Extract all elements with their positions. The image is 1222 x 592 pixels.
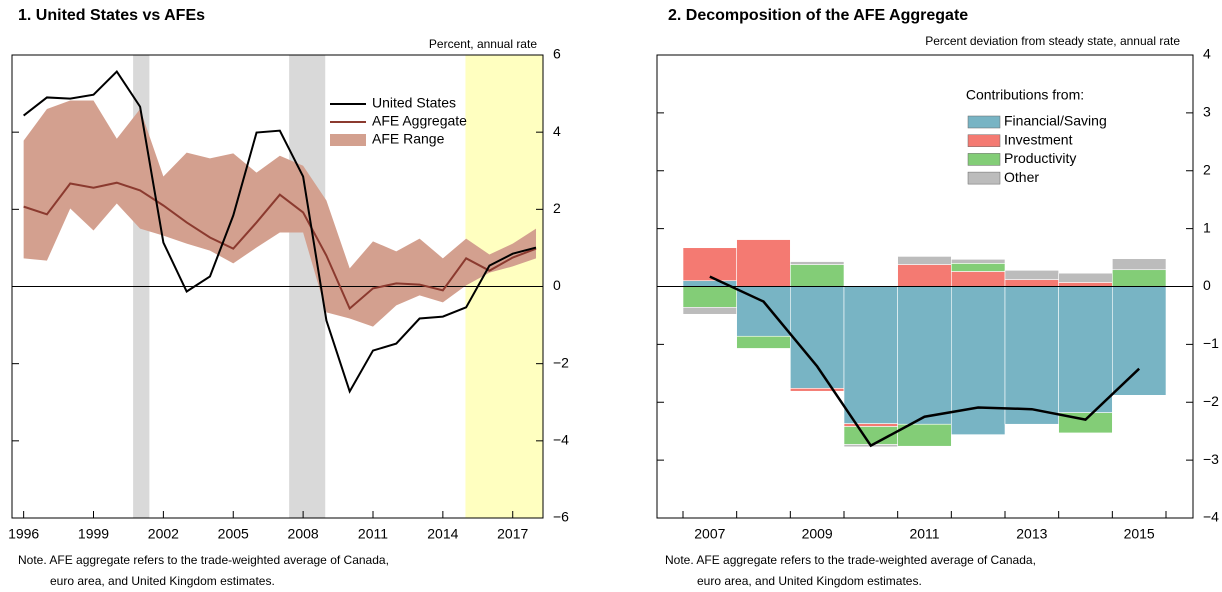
legend-label: Productivity [1004, 150, 1076, 166]
note: Note. AFE aggregate refers to the trade-… [665, 553, 1036, 567]
bar-segment [897, 256, 952, 265]
bar-segment [897, 286, 952, 425]
bar-segment [951, 263, 1006, 272]
chart-us-vs-afe: 1. United States vs AFEs Percent, annual… [8, 7, 569, 588]
bar-segment [736, 239, 791, 287]
legend-swatch [967, 153, 1001, 166]
bar-segment [1004, 279, 1059, 287]
note: Note. AFE aggregate refers to the trade-… [18, 553, 389, 567]
y-tick-label: −2 [1203, 393, 1219, 409]
bar-segment [897, 423, 952, 447]
bar-segment [1058, 272, 1113, 283]
series-line [23, 181, 537, 311]
bar-segment [682, 286, 737, 308]
bar-segment [1058, 286, 1113, 413]
y-tick-label: 4 [553, 123, 561, 139]
x-tick-label: 2008 [288, 526, 319, 542]
x-tick-label: 2013 [1016, 526, 1047, 542]
note: euro area, and United Kingdom estimates. [50, 574, 275, 588]
y-tick-label: 0 [553, 277, 561, 293]
x-tick-label: 2007 [694, 526, 725, 542]
y-tick-label: −1 [1203, 335, 1219, 351]
series-line [23, 70, 537, 394]
y-tick-label: −6 [553, 509, 569, 525]
legend-label: Financial/Saving [1004, 113, 1107, 129]
note: euro area, and United Kingdom estimates. [697, 574, 922, 588]
bar-segment [736, 286, 791, 337]
bar-segment [1058, 282, 1113, 287]
bar-segment [790, 286, 845, 389]
bar-segment [843, 423, 898, 427]
legend-swatch [967, 115, 1001, 129]
legend-label: United States [372, 95, 456, 111]
bar-segment [843, 286, 898, 424]
axis-label: Percent, annual rate [429, 37, 537, 51]
bar-segment [682, 307, 737, 315]
x-tick-label: 2014 [427, 526, 458, 542]
y-tick-label: 0 [1203, 277, 1211, 293]
x-tick-label: 2015 [1124, 526, 1155, 542]
chart-title: 2. Decomposition of the AFE Aggregate [668, 7, 968, 24]
x-tick-label: 2009 [802, 526, 833, 542]
legend-label: AFE Range [372, 131, 445, 147]
y-tick-label: 1 [1203, 219, 1211, 235]
bar-segment [790, 264, 845, 287]
bar-segment [790, 388, 845, 392]
y-tick-label: 2 [553, 200, 561, 216]
y-tick-label: 4 [1203, 46, 1211, 62]
x-tick-label: 2011 [358, 526, 388, 542]
y-tick-label: 6 [553, 46, 561, 62]
chart-decomposition: 2. Decomposition of the AFE Aggregate Pe… [656, 7, 1219, 588]
x-tick-label: 2005 [218, 526, 249, 542]
bar-segment [951, 258, 1006, 264]
y-tick-label: 2 [1203, 161, 1211, 177]
legend-label: Other [1004, 169, 1039, 185]
legend-swatch [967, 171, 1001, 185]
x-tick-label: 1996 [8, 526, 39, 542]
bar-segment [1112, 286, 1167, 396]
x-tick-label: 2011 [909, 526, 939, 542]
legend-swatch [967, 134, 1001, 147]
x-tick-label: 2002 [148, 526, 179, 542]
y-tick-label: −4 [553, 432, 569, 448]
bar-segment [1004, 269, 1059, 280]
x-tick-label: 1999 [78, 526, 109, 542]
bar-segment [951, 271, 1006, 287]
bar-segment [1112, 269, 1167, 287]
bar-segment [682, 247, 737, 282]
axis-label: Percent deviation from steady state, ann… [925, 34, 1180, 48]
chart-title: 1. United States vs AFEs [18, 7, 205, 24]
bar-segment [951, 286, 1006, 435]
range-band [23, 100, 537, 327]
bar-segment [790, 261, 845, 265]
bar-segment [1112, 258, 1167, 271]
y-tick-label: −3 [1203, 451, 1219, 467]
y-tick-label: −2 [553, 354, 569, 370]
legend-title: Contributions from: [966, 87, 1084, 103]
y-tick-label: 3 [1203, 104, 1211, 120]
y-tick-label: −4 [1203, 509, 1219, 525]
bar-segment [736, 335, 791, 349]
legend-label: Investment [1004, 131, 1073, 147]
legend-label: AFE Aggregate [372, 113, 467, 129]
bar-segment [1004, 286, 1059, 425]
x-tick-label: 2017 [497, 526, 528, 542]
bar-segment [897, 264, 952, 287]
total-line [709, 275, 1141, 448]
legend-swatch [330, 134, 366, 146]
